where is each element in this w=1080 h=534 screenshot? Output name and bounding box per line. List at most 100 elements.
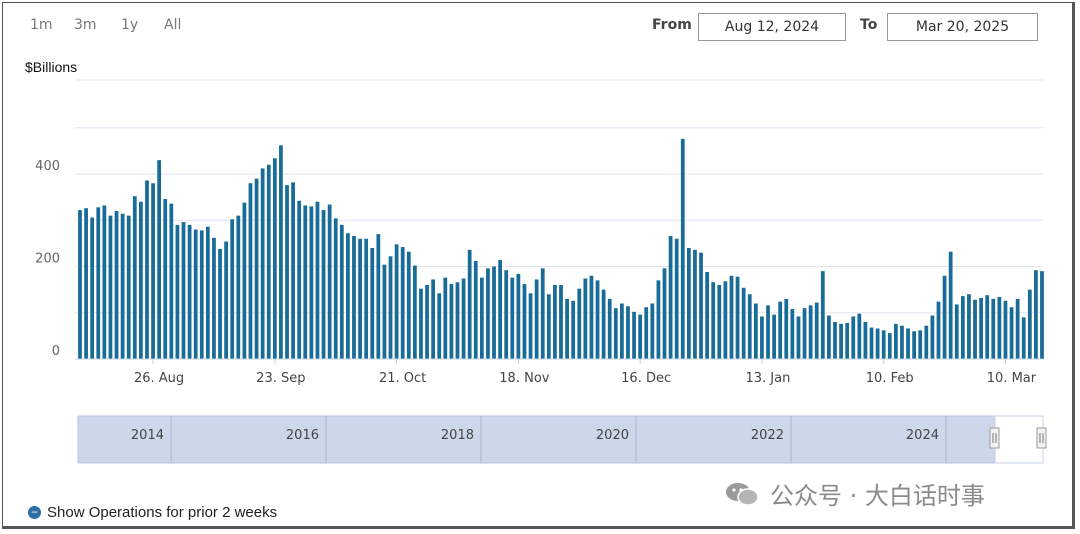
bar — [1027, 289, 1032, 360]
navigator-year-label: 2016 — [286, 428, 319, 443]
bar — [419, 288, 423, 359]
bar — [820, 271, 825, 360]
range-all-button[interactable]: All — [164, 17, 182, 33]
bar — [406, 251, 411, 359]
range-1y-button[interactable]: 1y — [121, 17, 139, 33]
bar — [662, 268, 667, 359]
bar — [729, 275, 734, 359]
bar — [887, 333, 892, 359]
range-1m-button[interactable]: 1m — [30, 17, 53, 33]
bar — [467, 249, 472, 359]
navigator-selected-range[interactable] — [77, 415, 996, 464]
bar — [272, 158, 277, 359]
bar — [900, 325, 904, 359]
bar — [973, 299, 977, 359]
bar — [333, 218, 338, 359]
y-tick-label: 0 — [52, 344, 60, 359]
bar — [699, 252, 703, 360]
bar — [960, 296, 965, 359]
bar — [851, 316, 856, 359]
bar — [510, 277, 515, 359]
bar — [205, 226, 210, 359]
range-3m-button[interactable]: 3m — [74, 17, 97, 33]
bar — [881, 330, 886, 359]
bar — [370, 248, 375, 359]
bar — [802, 308, 807, 360]
to-date-input[interactable]: Mar 20, 2025 — [887, 13, 1038, 41]
bar — [212, 237, 216, 359]
bar — [735, 276, 740, 359]
bar — [790, 309, 795, 359]
bar — [985, 295, 990, 359]
bar — [352, 235, 356, 359]
bar — [991, 298, 996, 360]
bar — [339, 224, 344, 360]
bar — [498, 260, 502, 359]
bar — [1015, 298, 1020, 360]
bar — [522, 284, 527, 359]
bar — [553, 285, 557, 359]
bar — [473, 260, 478, 359]
bar — [516, 273, 521, 359]
navigator-left-handle[interactable] — [989, 427, 1000, 449]
bar — [327, 204, 332, 359]
bar — [638, 314, 643, 359]
bar — [437, 293, 442, 359]
bar — [1003, 300, 1008, 359]
bar — [388, 256, 393, 359]
show-operations-toggle[interactable]: − Show Operations for prior 2 weeks — [28, 504, 277, 521]
bar — [607, 298, 612, 360]
x-tick-label: 26. Aug — [134, 371, 184, 386]
bar — [394, 244, 399, 359]
bar — [863, 322, 868, 359]
bar — [230, 219, 235, 359]
navigator-year-label: 2022 — [751, 428, 784, 443]
bar — [705, 272, 710, 359]
bar — [248, 183, 253, 359]
bar — [723, 281, 728, 359]
bar — [102, 205, 107, 359]
bar — [169, 203, 174, 359]
bar — [187, 224, 192, 360]
bar — [126, 215, 131, 360]
bar — [297, 200, 302, 359]
bar — [492, 266, 496, 359]
navigator-year-label: 2018 — [441, 428, 474, 443]
bar — [766, 305, 770, 359]
bar — [565, 298, 569, 360]
x-tick-label: 10. Feb — [866, 371, 914, 386]
bar — [461, 278, 466, 359]
bar — [108, 215, 113, 360]
bar — [577, 288, 582, 359]
bar — [827, 315, 831, 359]
bar — [674, 238, 679, 359]
bar — [680, 138, 685, 359]
bar — [571, 300, 576, 359]
wechat-icon — [724, 481, 760, 507]
bar — [358, 238, 362, 359]
bar — [132, 196, 137, 359]
bar — [814, 302, 819, 359]
bar — [979, 297, 983, 359]
bar — [449, 284, 454, 359]
bar — [309, 206, 314, 360]
navigator-right-handle[interactable] — [1036, 427, 1047, 449]
navigator-year-label: 2020 — [596, 428, 629, 443]
navigator[interactable]: 2014 2016 2018 2020 2022 2024 — [77, 415, 1047, 464]
bar — [279, 145, 283, 359]
bar — [145, 180, 149, 359]
bar — [266, 164, 271, 359]
bar — [291, 182, 295, 359]
bar — [175, 224, 180, 360]
bar — [346, 233, 350, 359]
bar — [613, 308, 618, 360]
bar — [242, 202, 247, 359]
bar — [90, 217, 95, 359]
bar — [1034, 270, 1038, 359]
from-date-input[interactable]: Aug 12, 2024 — [698, 13, 846, 41]
bar — [875, 328, 880, 359]
show-operations-label: Show Operations for prior 2 weeks — [47, 504, 278, 521]
bar — [656, 280, 661, 360]
bar — [559, 285, 563, 359]
